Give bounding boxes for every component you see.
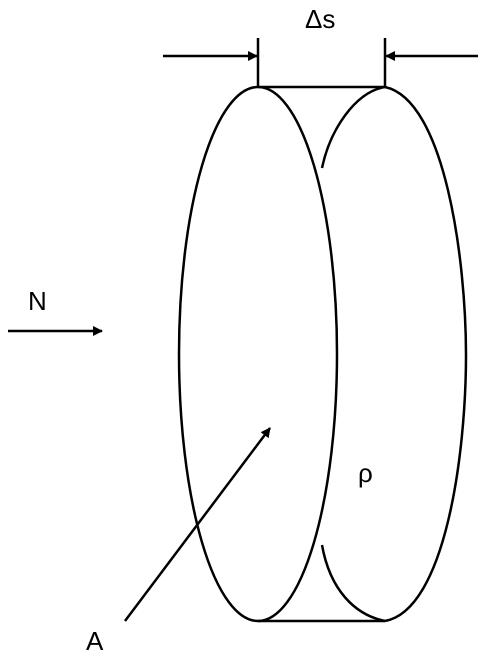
back-ellipse-inner-arc-bottom (320, 544, 386, 623)
area-label: A (86, 626, 104, 656)
thickness-label: Δs (305, 4, 336, 34)
density-label: ρ (358, 458, 373, 488)
flow-label: N (28, 286, 47, 316)
front-ellipse (177, 85, 339, 623)
area-arrow (124, 427, 271, 622)
back-ellipse-inner-arc-top (320, 85, 386, 169)
back-ellipse-outer-arc (384, 85, 468, 623)
